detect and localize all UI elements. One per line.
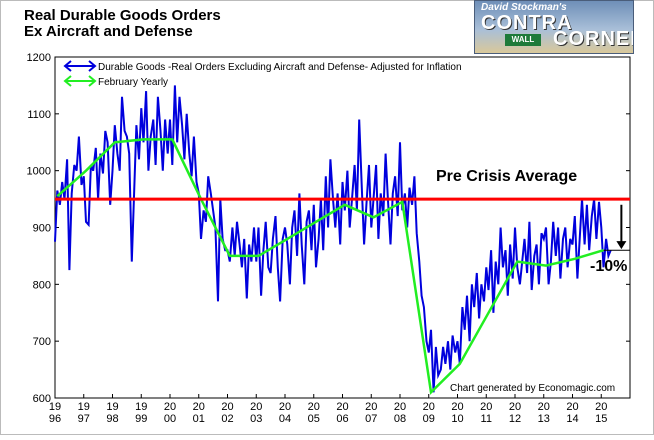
x-tick-label-top: 20 bbox=[566, 401, 578, 413]
x-tick-label-bottom: 97 bbox=[78, 413, 90, 425]
x-tick-label-bottom: 04 bbox=[279, 413, 291, 425]
chart-title-line2: Ex Aircraft and Defense bbox=[24, 23, 193, 40]
decline-arrow-head bbox=[616, 241, 627, 250]
logo-street-sign: WALL bbox=[505, 34, 541, 46]
y-tick-label: 700 bbox=[33, 336, 51, 348]
legend-durable-goods-label: Durable Goods -Real Orders Excluding Air… bbox=[98, 62, 462, 73]
x-tick-label-bottom: 08 bbox=[394, 413, 406, 425]
x-tick-label-bottom: 99 bbox=[135, 413, 147, 425]
legend-february-yearly-label: February Yearly bbox=[98, 77, 168, 88]
legend-february-yearly-arrow-left bbox=[63, 75, 72, 87]
x-tick-label-bottom: 15 bbox=[595, 413, 607, 425]
x-tick-label-top: 20 bbox=[164, 401, 176, 413]
x-tick-label-top: 19 bbox=[135, 401, 147, 413]
x-tick-label-bottom: 14 bbox=[566, 413, 578, 425]
y-tick-label: 1200 bbox=[27, 52, 51, 64]
x-tick-label-top: 20 bbox=[221, 401, 233, 413]
x-tick-label-bottom: 12 bbox=[509, 413, 521, 425]
x-tick-label-bottom: 05 bbox=[308, 413, 320, 425]
y-tick-label: 800 bbox=[33, 279, 51, 291]
chart-title-line1: Real Durable Goods Orders bbox=[24, 7, 221, 24]
x-tick-label-top: 20 bbox=[538, 401, 550, 413]
series-february-yearly-line bbox=[56, 138, 604, 395]
x-tick-label-top: 19 bbox=[78, 401, 90, 413]
x-tick-label-bottom: 00 bbox=[164, 413, 176, 425]
y-tick-label: 1000 bbox=[27, 166, 51, 178]
x-tick-label-top: 20 bbox=[365, 401, 377, 413]
contra-corner-logo: David Stockman's CONTRA WALL CORNER bbox=[474, 0, 634, 54]
x-tick-label-bottom: 10 bbox=[451, 413, 463, 425]
x-tick-label-top: 20 bbox=[279, 401, 291, 413]
y-tick-label: 900 bbox=[33, 223, 51, 235]
chart-credit: Chart generated by Economagic.com bbox=[450, 383, 615, 394]
x-tick-label-top: 20 bbox=[423, 401, 435, 413]
y-tick-label: 1100 bbox=[27, 109, 51, 121]
x-tick-label-bottom: 07 bbox=[365, 413, 377, 425]
x-tick-label-top: 19 bbox=[49, 401, 61, 413]
legend-durable-goods-arrow-left bbox=[63, 60, 72, 72]
x-tick-label-bottom: 09 bbox=[423, 413, 435, 425]
x-tick-label-bottom: 06 bbox=[336, 413, 348, 425]
logo-line3: CORNER bbox=[553, 28, 633, 50]
x-tick-label-top: 20 bbox=[595, 401, 607, 413]
x-tick-label-top: 20 bbox=[509, 401, 521, 413]
x-tick-label-top: 19 bbox=[106, 401, 118, 413]
x-tick-label-top: 20 bbox=[250, 401, 262, 413]
y-tick-label: 600 bbox=[33, 393, 51, 405]
logo-line2: CONTRA bbox=[481, 12, 573, 34]
decline-percent-label: -10% bbox=[590, 258, 627, 275]
x-tick-label-top: 20 bbox=[193, 401, 205, 413]
legend-february-yearly-arrow-right bbox=[88, 75, 97, 87]
x-tick-label-top: 20 bbox=[308, 401, 320, 413]
x-tick-label-top: 20 bbox=[451, 401, 463, 413]
legend-durable-goods-arrow-right bbox=[88, 60, 97, 72]
x-tick-label-bottom: 13 bbox=[538, 413, 550, 425]
x-tick-label-bottom: 03 bbox=[250, 413, 262, 425]
x-tick-label-top: 20 bbox=[394, 401, 406, 413]
x-tick-label-bottom: 11 bbox=[481, 413, 492, 425]
x-tick-label-bottom: 96 bbox=[49, 413, 61, 425]
x-tick-label-bottom: 02 bbox=[221, 413, 233, 425]
logo-line1: David Stockman's bbox=[481, 2, 567, 13]
x-tick-label-bottom: 01 bbox=[193, 413, 205, 425]
x-tick-label-top: 20 bbox=[480, 401, 492, 413]
x-tick-label-top: 20 bbox=[336, 401, 348, 413]
x-tick-label-bottom: 98 bbox=[106, 413, 118, 425]
pre-crisis-average-label: Pre Crisis Average bbox=[436, 168, 577, 185]
